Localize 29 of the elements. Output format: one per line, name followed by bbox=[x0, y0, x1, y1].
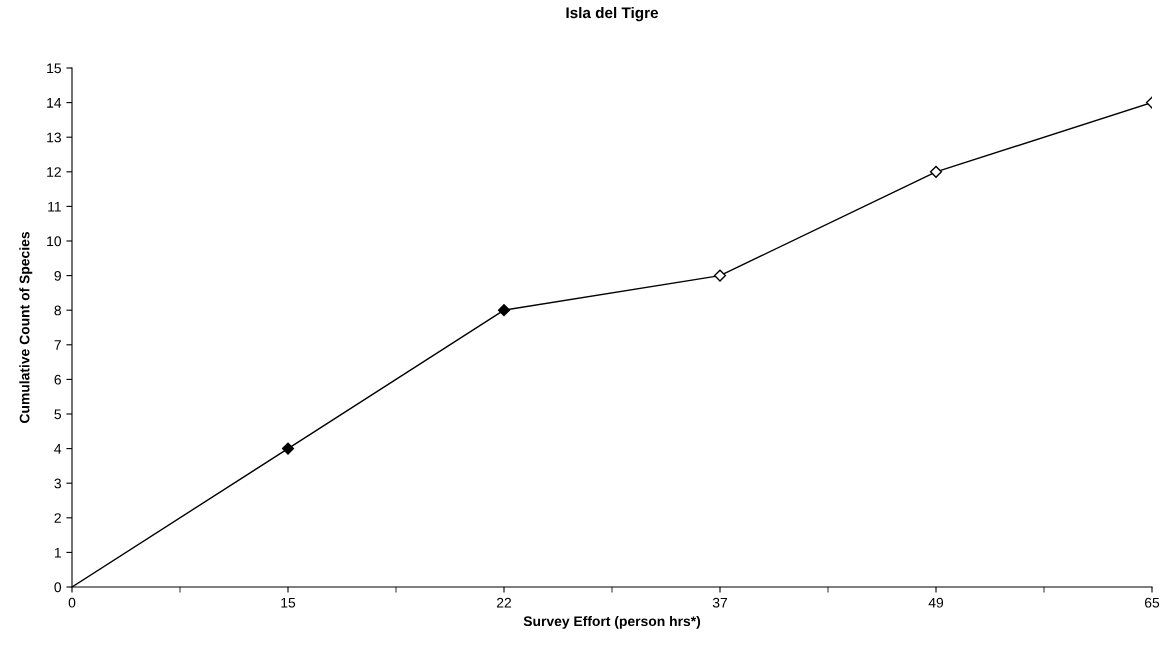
point bbox=[497, 304, 511, 317]
y-tick-label: 7 bbox=[54, 340, 61, 350]
y-tick-label: 4 bbox=[54, 444, 62, 454]
y-tick-label: 5 bbox=[54, 409, 61, 420]
point bbox=[281, 442, 295, 455]
y-tick-label: 3 bbox=[54, 478, 61, 489]
y-tick-label: 1 bbox=[54, 547, 61, 558]
x-tick-label: 15 bbox=[281, 597, 296, 608]
y-tick-label: 10 bbox=[47, 236, 62, 247]
x-tick-label: 22 bbox=[496, 597, 512, 608]
y-tick-label: 6 bbox=[54, 374, 61, 385]
x-tick-label: 0 bbox=[68, 597, 76, 608]
point bbox=[929, 165, 943, 178]
chart-title: Isla del Tigre bbox=[566, 6, 659, 22]
y-axis-title: Cumulative Count of Species bbox=[19, 231, 33, 423]
y-tick-label: 12 bbox=[47, 167, 61, 177]
y-tick-label: 2 bbox=[54, 513, 61, 523]
y-tick-label: 8 bbox=[54, 305, 61, 316]
y-tick-label: 9 bbox=[54, 270, 61, 281]
point bbox=[713, 269, 727, 282]
y-tick-label: 13 bbox=[47, 132, 61, 143]
y-tick-label: 0 bbox=[54, 582, 62, 593]
x-tick-label: 65 bbox=[1144, 597, 1160, 608]
x-axis-title: Survey Effort (person hrs*) bbox=[523, 615, 701, 629]
x-tick-label: 37 bbox=[712, 597, 728, 608]
y-tick-label: 15 bbox=[47, 63, 61, 74]
y-tick-label: 11 bbox=[48, 201, 61, 212]
x-tick-label: 49 bbox=[928, 597, 944, 608]
y-tick-label: 14 bbox=[47, 98, 62, 108]
